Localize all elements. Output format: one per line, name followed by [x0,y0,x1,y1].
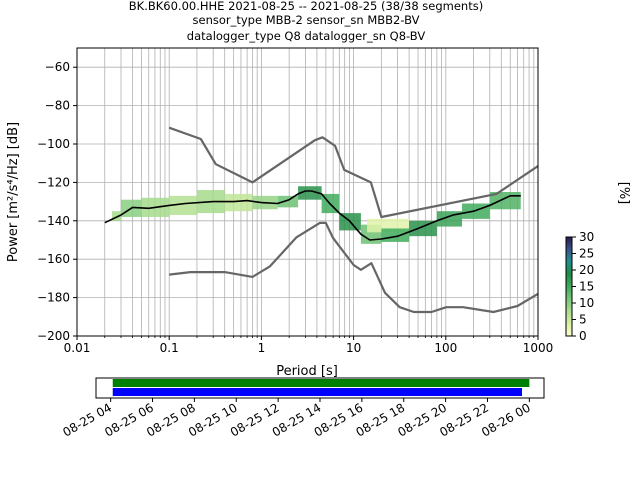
colorbar-tick-label: 30 [579,230,594,244]
density-cell [298,186,322,200]
colorbar-tick-label: 5 [579,313,587,327]
title-line-3: datalogger_type Q8 datalogger_sn Q8-BV [187,29,426,43]
colorbar-tick-label: 15 [579,280,594,294]
density-cell [277,195,299,208]
colorbar: 0 5 10 15 20 25 30 [%] [565,182,631,343]
y-tick-label: −160 [37,252,70,266]
y-tick-label: −80 [45,99,70,113]
x-tick-label: 0.1 [160,341,179,355]
data-availability-bar [112,379,530,387]
x-tick-label: 1 [258,341,266,355]
colorbar-tick-label: 10 [579,296,594,310]
y-tick-label: −60 [45,60,70,74]
psd-density [112,186,521,244]
y-tick-label: −200 [37,329,70,343]
density-cell [169,195,197,216]
psd-coverage-bar [112,388,523,396]
x-tick-label: 10 [346,341,361,355]
colorbar-label: [%] [616,182,631,205]
colorbar-tick-label: 25 [579,247,594,261]
density-cell [381,228,410,242]
psd-axes: 0.01 0.1 1 10 100 1000 −60 −80 −100 −120 −140 −160 −… [37,60,553,355]
x-tick-label: 0.01 [64,341,91,355]
mode-line [104,190,521,241]
colorbar-tick-label: 0 [579,329,587,343]
title-line-2: sensor_type MBB-2 sensor_sn MBB2-BV [193,13,420,27]
y-tick-label: −120 [37,175,70,189]
timeline-bars [112,379,530,396]
colorbar-ticks: 0 5 10 15 20 25 30 [572,230,594,343]
colorbar-tick-label: 20 [579,263,594,277]
colorbar-ramp [565,236,573,337]
title-line-1: BK.BK60.00.HHE 2021-08-25 -- 2021-08-25 … [129,0,483,13]
y-tick-label: −140 [37,214,70,228]
x-axis-label: Period [s] [276,364,338,379]
psd-plot: 0.01 0.1 1 10 100 1000 −60 −80 −100 −120 −140 −160 −… [6,47,553,379]
y-axis-label: Power [m²/s⁴/Hz] [dB] [6,122,21,262]
high-noise-model-line [168,126,539,219]
density-cell [224,193,253,212]
x-tick-label: 100 [434,341,457,355]
psd-lines [104,126,539,314]
y-tick-label: −180 [37,291,70,305]
density-cell [409,220,437,237]
density-cell [112,211,121,221]
x-tick-label: 1000 [523,341,554,355]
low-noise-model-line [169,221,539,314]
y-tick-label: −100 [37,137,70,151]
psd-frame [76,47,539,337]
